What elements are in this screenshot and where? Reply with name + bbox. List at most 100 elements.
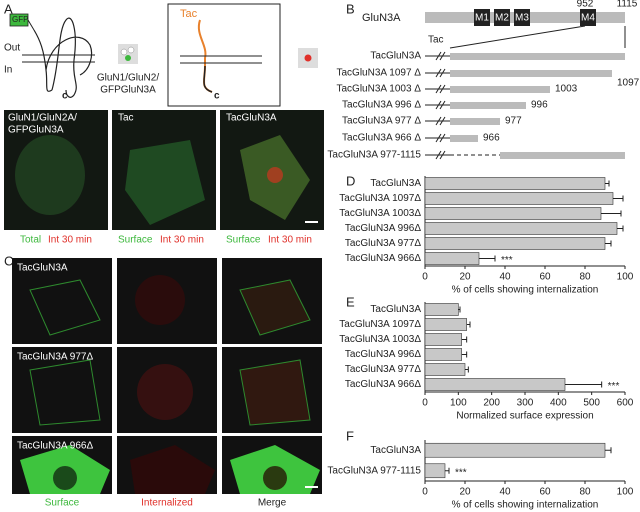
bar	[424, 207, 602, 220]
row-label: TacGluN3A 966Δ	[17, 441, 93, 452]
x-tick-label: 500	[583, 398, 600, 409]
panel-label: D	[346, 173, 355, 188]
caption: Surface	[118, 235, 153, 246]
category-label: TacGluN3A 1003Δ	[339, 334, 421, 345]
bar	[424, 318, 467, 331]
error-bar	[445, 467, 450, 474]
domain: M3	[515, 13, 529, 24]
x-tick-label: 100	[450, 398, 467, 409]
label: Tac	[428, 35, 444, 46]
label: In	[4, 65, 12, 76]
error-bar	[605, 240, 612, 247]
x-tick-label: 80	[579, 487, 591, 498]
bar	[424, 237, 606, 250]
column-label: Internalized	[141, 498, 193, 509]
bar	[424, 363, 466, 376]
label: GFP	[12, 15, 28, 24]
construct-end: 996	[531, 100, 548, 111]
x-axis-label: % of cells showing internalization	[452, 500, 599, 511]
x-tick-label: 80	[579, 272, 591, 283]
row-label: TacGluN3A 977Δ	[17, 352, 93, 363]
schematic	[9, 3, 318, 107]
significance: ***	[455, 467, 467, 478]
panel-label: E	[346, 294, 355, 309]
construct-end: 977	[505, 116, 522, 127]
category-label: TacGluN3A	[370, 304, 421, 315]
panel-label: F	[346, 428, 354, 443]
error-bar	[605, 447, 612, 454]
x-tick-label: 200	[483, 398, 500, 409]
x-tick-label: 600	[617, 398, 634, 409]
construct-name: TacGluN3A	[370, 51, 421, 62]
category-label: TacGluN3A 977Δ	[345, 238, 421, 249]
category-label: TacGluN3A 977-1115	[327, 465, 421, 476]
caption: Surface	[226, 235, 261, 246]
x-tick-label: 0	[422, 272, 428, 283]
error-bar	[458, 306, 461, 313]
construct-end: 1097	[617, 78, 640, 89]
category-label: TacGluN3A 1097Δ	[339, 193, 421, 204]
bar	[424, 378, 566, 391]
label: GluN1/GluN2/	[97, 73, 159, 84]
bar	[424, 463, 446, 479]
column-label: Surface	[45, 498, 80, 509]
construct-end: 1003	[555, 84, 578, 95]
category-label: TacGluN3A 996Δ	[345, 349, 421, 360]
error-bar	[605, 180, 610, 187]
error-bar	[461, 336, 468, 343]
construct-name: TacGluN3A 996 Δ	[342, 100, 421, 111]
label: Out	[4, 43, 20, 54]
micrographs	[12, 258, 322, 494]
bar	[424, 333, 462, 346]
caption: Int 30 min	[48, 235, 92, 246]
domain-diagram	[425, 9, 626, 160]
image-title: GFPGluN3A	[8, 125, 64, 136]
x-tick-label: 300	[517, 398, 534, 409]
x-tick-label: 400	[550, 398, 567, 409]
bar	[424, 192, 614, 205]
image-title: GluN1/GluN2A/	[8, 113, 77, 124]
construct-name: TacGluN3A 1003 Δ	[336, 84, 421, 95]
x-tick-label: 100	[617, 487, 634, 498]
x-tick-label: 0	[422, 487, 428, 498]
label: c	[214, 91, 220, 102]
position: 1115	[617, 0, 638, 10]
label: GFPGluN3A	[100, 85, 156, 96]
bar	[424, 442, 606, 458]
x-tick-label: 100	[617, 272, 634, 283]
error-bar	[601, 210, 622, 217]
category-label: TacGluN3A	[370, 178, 421, 189]
construct-name: TacGluN3A 977 Δ	[342, 116, 421, 127]
panel-label: C	[4, 253, 13, 268]
error-bar	[466, 321, 471, 328]
x-tick-label: 60	[539, 487, 551, 498]
panel-label: B	[346, 1, 355, 16]
x-tick-label: 60	[539, 272, 551, 283]
panel-label: A	[4, 1, 13, 16]
domain: M4	[581, 13, 595, 24]
position: 952	[577, 0, 594, 10]
label: c	[62, 91, 68, 102]
bar	[424, 303, 459, 316]
bar	[424, 252, 480, 265]
x-tick-label: 40	[499, 272, 511, 283]
bar	[424, 222, 618, 235]
construct-end: 966	[483, 133, 500, 144]
x-axis-label: % of cells showing internalization	[452, 285, 599, 296]
row-label: TacGluN3A	[17, 263, 68, 274]
category-label: TacGluN3A 1003Δ	[339, 208, 421, 219]
x-tick-label: 20	[459, 272, 471, 283]
bar	[424, 177, 606, 190]
category-label: TacGluN3A 996Δ	[345, 223, 421, 234]
x-tick-label: 20	[459, 487, 471, 498]
x-axis-label: Normalized surface expression	[456, 411, 593, 422]
significance: ***	[501, 255, 513, 266]
image-title: Tac	[118, 113, 134, 124]
construct-name: TacGluN3A 1097 Δ	[336, 68, 421, 79]
image-title: TacGluN3A	[226, 113, 277, 124]
category-label: TacGluN3A 977Δ	[345, 364, 421, 375]
error-bar	[617, 225, 624, 232]
protein-name: GluN3A	[362, 12, 401, 24]
caption: Total	[20, 235, 41, 246]
